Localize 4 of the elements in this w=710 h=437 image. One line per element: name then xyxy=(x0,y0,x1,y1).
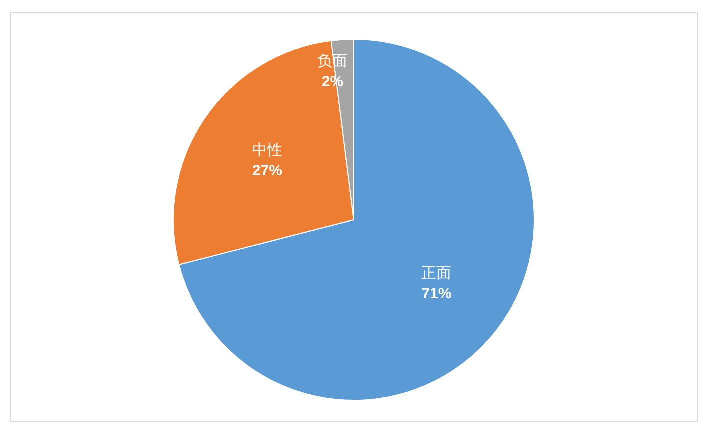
data-label: 71% xyxy=(422,285,452,302)
data-label: 27% xyxy=(252,162,282,180)
slice-label: 中性 xyxy=(252,141,282,160)
slice-label: 正面 xyxy=(422,264,452,282)
